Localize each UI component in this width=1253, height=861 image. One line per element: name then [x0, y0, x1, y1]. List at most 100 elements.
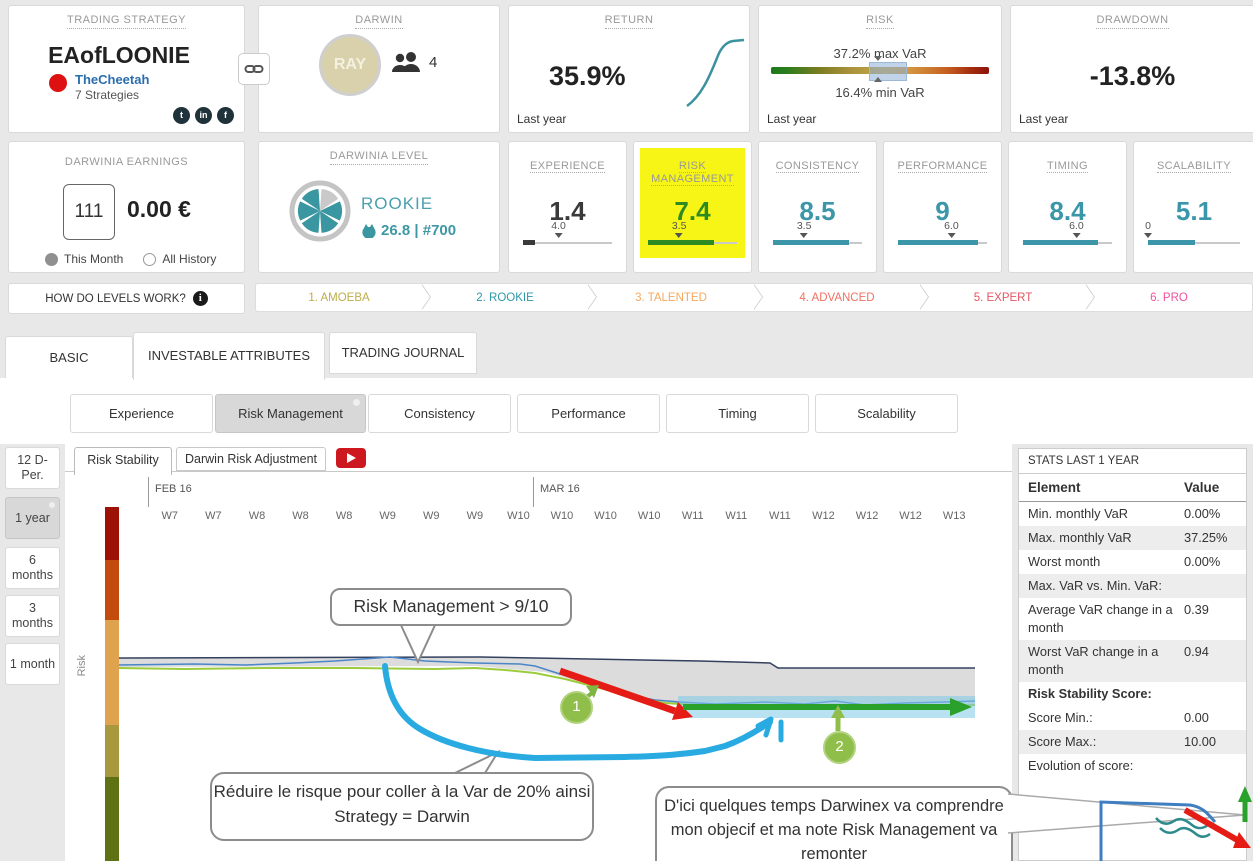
subtab[interactable]: Timing: [666, 394, 809, 433]
period-button[interactable]: 1 month: [5, 643, 60, 685]
drawdown-card: DRAWDOWN -13.8% Last year: [1010, 5, 1253, 133]
return-sparkline: [686, 38, 745, 108]
attribute-threshold-marker: 6.0: [1069, 221, 1084, 238]
stats-row: Risk Stability Score:: [1019, 682, 1246, 706]
tab-basic[interactable]: BASIC: [5, 336, 133, 379]
level-step[interactable]: 1. AMOEBA: [256, 284, 431, 311]
subtab[interactable]: Scalability: [815, 394, 958, 433]
stats-row: Average VaR change in a month 0.39: [1019, 598, 1246, 640]
attribute-bar-fill: [648, 240, 714, 245]
cyan-annotation-arrow: [382, 663, 784, 761]
attribute-value: 1.4: [549, 196, 586, 226]
attribute-card[interactable]: EXPERIENCE 1.4 4.0: [508, 141, 627, 273]
attribute-card[interactable]: CONSISTENCY 8.5 3.5: [758, 141, 877, 273]
stat-value: [1184, 685, 1242, 703]
period-button[interactable]: 6 months: [5, 547, 60, 589]
month-label-mar: MAR 16: [540, 483, 580, 495]
youtube-button[interactable]: [336, 448, 366, 468]
attribute-card[interactable]: RISK MANAGEMENT 7.4 3.5: [633, 141, 752, 273]
subtab-label: Timing: [718, 406, 757, 421]
attribute-bar: 4.0: [523, 221, 612, 245]
stat-element: Max. monthly VaR: [1028, 530, 1132, 545]
social-share-icon[interactable]: in: [195, 107, 212, 124]
stat-value: 10.00: [1184, 734, 1217, 749]
period-label: Last year: [1019, 112, 1069, 126]
green-arrow: [683, 698, 972, 716]
card-title: DARWINIA LEVEL: [259, 150, 499, 165]
how-do-levels-work-label: HOW DO LEVELS WORK?: [45, 292, 186, 305]
owner-link[interactable]: TheCheetah: [75, 72, 150, 87]
avatar[interactable]: RAY: [319, 34, 381, 96]
marker-triangle-icon: [947, 233, 956, 238]
earnings-badge: 111: [63, 184, 115, 240]
social-share-icon[interactable]: f: [217, 107, 234, 124]
subtab[interactable]: Consistency: [368, 394, 511, 433]
earnings-period-radios: This Month All History: [45, 252, 216, 266]
level-step[interactable]: 3. TALENTED: [588, 284, 763, 311]
level-step[interactable]: 6. PRO: [1086, 284, 1252, 311]
level-step[interactable]: 5. EXPERT: [920, 284, 1095, 311]
radio-this-month[interactable]: [45, 252, 58, 266]
marker-triangle-icon: [1072, 233, 1081, 238]
period-button-label: 1 year: [15, 510, 50, 525]
link-strategy-darwin-button[interactable]: [238, 53, 270, 85]
subtab[interactable]: Experience: [70, 394, 213, 433]
month-tick-feb: [148, 477, 149, 507]
tab-trading-journal[interactable]: TRADING JOURNAL: [329, 332, 477, 374]
tab-darwin-risk-adjustment[interactable]: Darwin Risk Adjustment: [176, 447, 326, 471]
subtab-label: Performance: [551, 406, 626, 421]
attribute-threshold-marker: 3.5: [797, 221, 811, 238]
subtab[interactable]: Performance: [517, 394, 660, 433]
stats-row: Max. VaR vs. Min. VaR:: [1019, 574, 1246, 598]
period-button-label: 6 months: [12, 553, 53, 582]
attribute-card-inner: CONSISTENCY 8.5 3.5: [765, 148, 870, 258]
level-step[interactable]: 4. ADVANCED: [754, 284, 929, 311]
attribute-bar-fill: [1148, 240, 1195, 245]
risk-stability-chart: [105, 507, 976, 861]
stat-value: 0.00%: [1184, 554, 1221, 569]
attribute-value: 8.5: [799, 196, 836, 226]
strategies-count: 7 Strategies: [75, 88, 140, 102]
attribute-card[interactable]: PERFORMANCE 9 6.0: [883, 141, 1002, 273]
level-step-label: 1. AMOEBA: [308, 291, 370, 304]
max-var-label: 37.2% max VaR: [833, 46, 927, 61]
min-var-label: 16.4% min VaR: [835, 85, 925, 100]
period-button[interactable]: 1 year: [5, 497, 60, 539]
subtab-label: Scalability: [857, 406, 916, 421]
stat-value: [1184, 757, 1242, 775]
tab-investable-attributes[interactable]: INVESTABLE ATTRIBUTES: [133, 332, 325, 380]
evolution-mini-chart: [1007, 786, 1252, 861]
stat-value: Value: [1184, 480, 1220, 495]
tab-risk-stability[interactable]: Risk Stability: [74, 447, 172, 475]
period-button[interactable]: 3 months: [5, 595, 60, 637]
info-icon[interactable]: i: [192, 291, 208, 306]
subtab[interactable]: Risk Management: [215, 394, 366, 433]
stat-element: Risk Stability Score:: [1028, 686, 1152, 701]
stat-value: 0.39: [1184, 602, 1209, 617]
earnings-amount: 0.00 €: [127, 196, 191, 222]
attribute-title: EXPERIENCE: [530, 160, 605, 173]
level-step-label: 3. TALENTED: [635, 291, 707, 304]
radio-all-history[interactable]: [143, 252, 157, 266]
annotation-bubble-darwinex: D'ici quelques temps Darwinex va compren…: [655, 786, 1013, 861]
social-share-icon[interactable]: t: [173, 107, 190, 124]
card-title: DRAWDOWN: [1011, 14, 1253, 29]
return-value: 35.9%: [549, 61, 626, 91]
subtab-label: Risk Management: [238, 406, 343, 421]
period-button[interactable]: 12 D-Per.: [5, 447, 60, 489]
stat-value: 37.25%: [1184, 530, 1228, 545]
level-rank: 26.8 | #700: [361, 222, 456, 239]
radio-all-history-label: All History: [162, 252, 217, 266]
attribute-card[interactable]: TIMING 8.4 6.0: [1008, 141, 1127, 273]
period-button-label: 12 D-Per.: [17, 453, 48, 482]
attribute-card-inner: EXPERIENCE 1.4 4.0: [515, 148, 620, 258]
var-range-highlight[interactable]: [869, 62, 907, 81]
var-marker-bottom-icon: [874, 77, 882, 82]
level-step[interactable]: 2. ROOKIE: [422, 284, 597, 311]
attribute-card[interactable]: SCALABILITY 5.1 0: [1133, 141, 1253, 273]
stat-element: Element: [1028, 480, 1081, 495]
how-do-levels-work-button[interactable]: HOW DO LEVELS WORK? i: [8, 283, 245, 314]
stats-row: Worst month 0.00%: [1019, 550, 1246, 574]
annotation-bubble-reduce-risk: Réduire le risque pour coller à la Var d…: [210, 772, 594, 841]
attribute-bar-fill: [1023, 240, 1098, 245]
